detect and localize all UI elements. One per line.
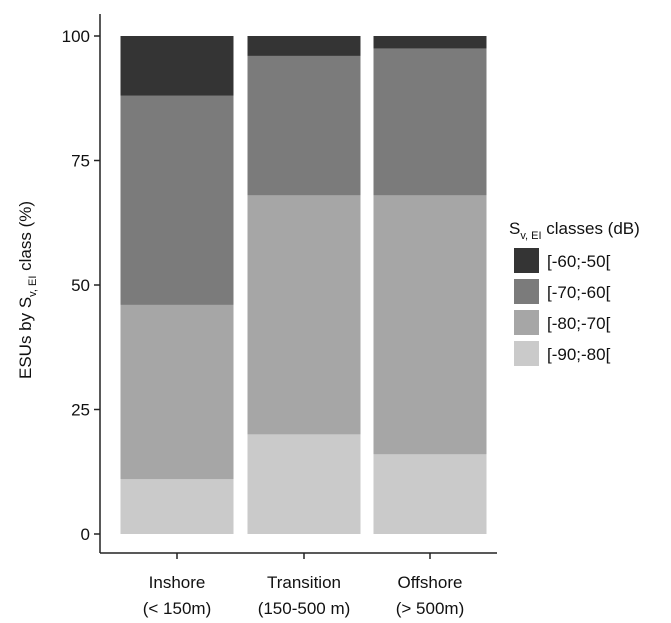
legend-key <box>514 310 539 335</box>
legend-title-suffix: classes (dB) <box>542 219 640 238</box>
y-tick-label: 25 <box>71 401 90 420</box>
y-axis-title-subscript: v, EI <box>27 276 39 297</box>
bar-segment <box>120 304 234 480</box>
y-tick-label: 75 <box>71 152 90 171</box>
bar-segment <box>247 434 361 534</box>
legend: Sv, EI classes (dB) [-60;-50[ [-70;-60[ [-… <box>509 219 640 366</box>
legend-label: [-80;-70[ <box>547 314 611 333</box>
bar-segment <box>247 195 361 435</box>
bar-segment <box>373 36 487 49</box>
legend-key <box>514 341 539 366</box>
bar-segment <box>373 195 487 455</box>
legend-label: [-90;-80[ <box>547 345 611 364</box>
y-tick-label: 0 <box>81 525 90 544</box>
y-axis-title-group: ESUs by Sv, EI class (%) <box>16 201 39 379</box>
legend-title-prefix: S <box>509 219 520 238</box>
legend-title: Sv, EI classes (dB) <box>509 219 640 242</box>
axes-group: 0 25 50 75 100 Inshore (< 150m) Transition (150-… <box>62 14 497 618</box>
legend-key <box>514 279 539 304</box>
bars-group <box>120 36 487 534</box>
x-category-label: Offshore <box>398 573 463 592</box>
legend-title-subscript: v, EI <box>520 230 541 242</box>
bar-segment <box>120 95 234 305</box>
x-category-label: (150-500 m) <box>258 599 351 618</box>
legend-label: [-70;-60[ <box>547 283 611 302</box>
bar-segment <box>373 454 487 534</box>
legend-key <box>514 248 539 273</box>
bar-segment <box>120 479 234 534</box>
bar-segment <box>120 36 234 96</box>
y-axis-title-prefix: ESUs by S <box>16 297 35 379</box>
y-tick-label: 100 <box>62 27 90 46</box>
x-category-label: (> 500m) <box>396 599 465 618</box>
bar-segment <box>373 48 487 196</box>
bar-segment <box>247 36 361 56</box>
bar-segment <box>247 55 361 196</box>
x-category-label: Inshore <box>149 573 206 592</box>
x-category-label: (< 150m) <box>143 599 212 618</box>
y-axis-title: ESUs by Sv, EI class (%) <box>16 201 39 379</box>
y-axis-title-suffix: class (%) <box>16 201 35 276</box>
x-category-label: Transition <box>267 573 341 592</box>
legend-label: [-60;-50[ <box>547 252 611 271</box>
y-tick-label: 50 <box>71 276 90 295</box>
